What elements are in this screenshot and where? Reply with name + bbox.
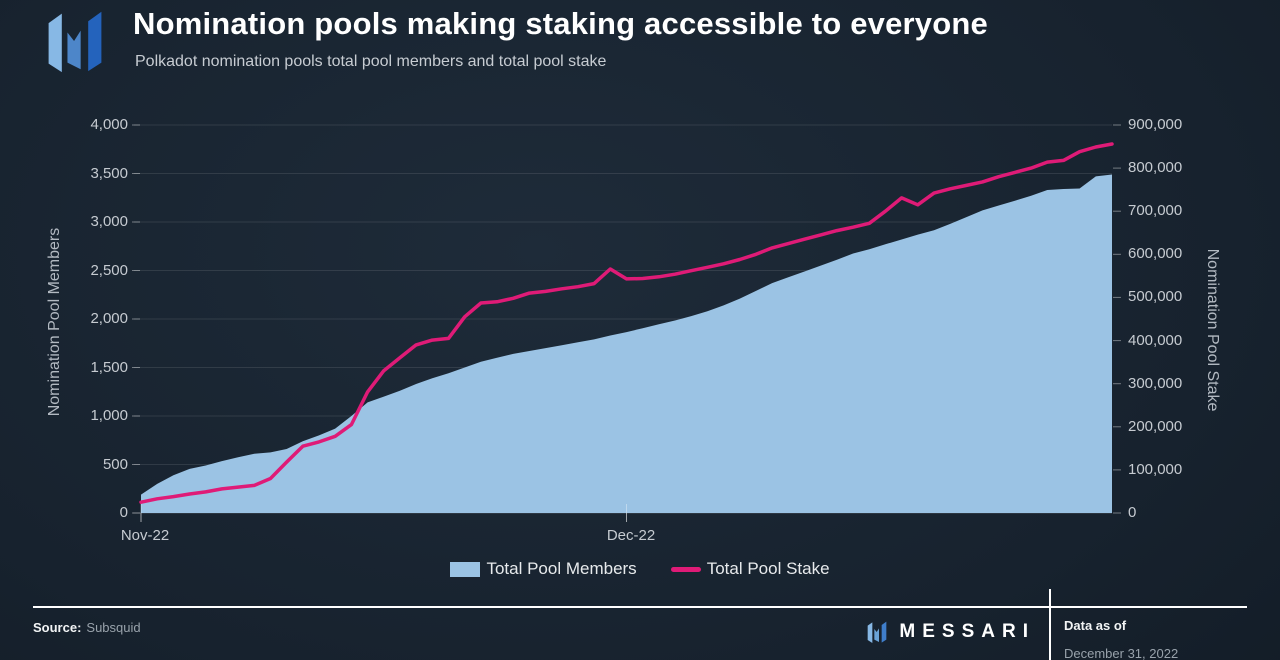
left-axis-tick-label: 3,000	[90, 213, 128, 230]
left-axis-tick-label: 1,500	[90, 359, 128, 376]
legend-item-stake: Total Pool Stake	[670, 559, 830, 579]
messari-brand-text: MESSARI	[899, 621, 1035, 642]
left-axis-tick-label: 3,500	[90, 165, 128, 182]
source-label: Source:	[33, 620, 82, 635]
left-axis-tick-label: 1,000	[90, 407, 128, 424]
members-area-swatch-icon	[450, 561, 481, 577]
source-value: Subsquid	[86, 620, 141, 635]
data-as-of-label: Data as of	[1064, 618, 1127, 633]
page-subtitle: Polkadot nomination pools total pool mem…	[135, 53, 607, 70]
left-axis-tick-label: 2,000	[90, 310, 128, 327]
right-axis-tick-label: 400,000	[1128, 332, 1183, 349]
left-axis-tick-label: 2,500	[90, 262, 128, 279]
chart-legend: Total Pool Members Total Pool Stake	[0, 559, 1280, 579]
legend-members-label: Total Pool Members	[486, 559, 637, 578]
messari-logo-small-icon	[868, 621, 887, 643]
legend-stake-label: Total Pool Stake	[706, 559, 830, 578]
messari-wordmark: MESSARI	[865, 620, 1035, 644]
members-area-series	[141, 174, 1112, 513]
messari-logo-icon	[48, 11, 102, 73]
source-note: Source: Subsquid	[33, 620, 141, 635]
right-axis-title: Nomination Pool Stake	[1204, 248, 1221, 412]
right-axis-tick-label: 200,000	[1128, 418, 1183, 435]
x-axis-tick-label: Nov-22	[120, 527, 170, 544]
left-axis-tick-label: 4,000	[90, 116, 128, 133]
x-axis-tick-label: Dec-22	[606, 527, 656, 544]
footer-vertical-divider	[1049, 589, 1051, 660]
legend-item-members: Total Pool Members	[450, 559, 637, 579]
right-axis-tick-label: 800,000	[1128, 159, 1183, 176]
right-axis-tick-label: 700,000	[1128, 202, 1183, 219]
right-axis-tick-label: 0	[1128, 504, 1137, 521]
right-axis-tick-label: 500,000	[1128, 288, 1183, 305]
stake-line-series	[139, 142, 1114, 504]
stake-line-swatch-icon	[670, 566, 701, 572]
left-axis-tick-label: 500	[102, 456, 128, 473]
footer-divider-line	[33, 606, 1247, 608]
right-axis-tick-label: 900,000	[1128, 116, 1183, 133]
left-axis-tick-label: 0	[119, 504, 128, 521]
data-as-of-value: December 31, 2022	[1064, 646, 1179, 660]
right-axis-tick-label: 600,000	[1128, 245, 1183, 262]
left-axis-title: Nomination Pool Members	[46, 227, 63, 417]
right-axis-tick-label: 100,000	[1128, 461, 1183, 478]
right-axis-tick-label: 300,000	[1128, 375, 1183, 392]
page-title: Nomination pools making staking accessib…	[133, 6, 988, 41]
